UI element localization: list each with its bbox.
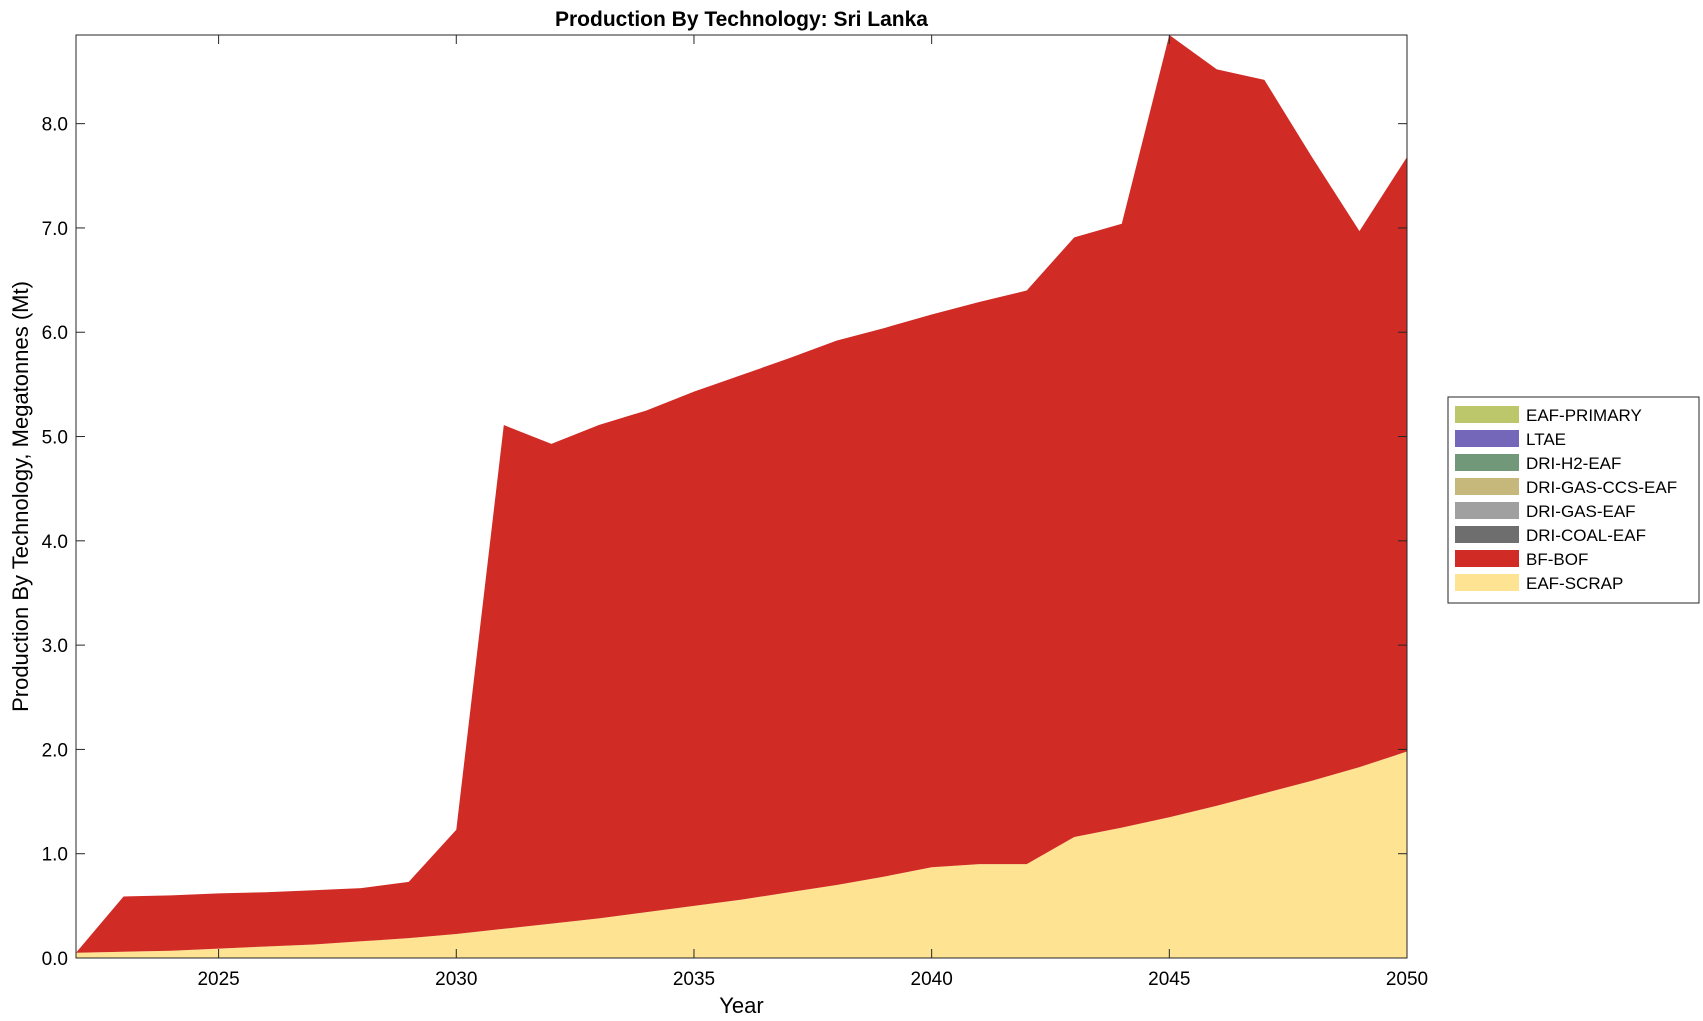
legend-label-dri-gas-eaf: DRI-GAS-EAF — [1526, 502, 1636, 521]
x-axis-label: Year — [719, 993, 763, 1018]
legend-swatch-eaf-primary — [1455, 406, 1519, 423]
legend-swatch-ltae — [1455, 430, 1519, 447]
y-tick-label: 3.0 — [42, 636, 68, 657]
y-tick-label: 5.0 — [42, 428, 68, 449]
legend-label-bf-bof: BF-BOF — [1526, 550, 1588, 569]
legend-label-dri-coal-eaf: DRI-COAL-EAF — [1526, 526, 1646, 545]
legend-box — [1447, 396, 1700, 604]
legend-swatch-eaf-scrap — [1455, 574, 1519, 591]
area-bf-bof — [76, 35, 1407, 953]
area-eaf-scrap — [76, 751, 1407, 958]
legend-swatch-dri-h2-eaf — [1455, 454, 1519, 471]
y-tick-label: 8.0 — [42, 115, 68, 136]
y-tick-label: 4.0 — [42, 532, 68, 553]
legend-label-eaf-scrap: EAF-SCRAP — [1526, 574, 1623, 593]
plot-frame — [75, 34, 1408, 959]
y-axis-label: Production By Technology, Megatonnes (Mt… — [8, 281, 33, 712]
y-tick-label: 1.0 — [42, 845, 68, 866]
legend-label-dri-h2-eaf: DRI-H2-EAF — [1526, 454, 1621, 473]
x-tick-label: 2045 — [1148, 969, 1190, 990]
legend-label-ltae: LTAE — [1526, 430, 1566, 449]
axis-ticks: 2025 2030 2035 2040 2045 2050 0.0 1.0 2.0 3.0 4.0 5… — [42, 35, 1428, 990]
area-series-group — [76, 35, 1407, 958]
x-tick-label: 2040 — [911, 969, 953, 990]
y-tick-label: 6.0 — [42, 323, 68, 344]
legend: EAF-PRIMARY LTAE DRI-H2-EAF DRI-GAS-CCS-EAF… — [1447, 396, 1700, 604]
legend-swatch-bf-bof — [1455, 550, 1519, 567]
x-tick-label: 2025 — [197, 969, 239, 990]
y-tick-label: 7.0 — [42, 219, 68, 240]
legend-swatch-dri-coal-eaf — [1455, 526, 1519, 543]
x-tick-label: 2035 — [673, 969, 715, 990]
legend-label-eaf-primary: EAF-PRIMARY — [1526, 406, 1642, 425]
chart-title: Production By Technology: Sri Lanka — [555, 8, 928, 31]
legend-label-dri-gas-ccs-eaf: DRI-GAS-CCS-EAF — [1526, 478, 1677, 497]
legend-swatch-dri-gas-eaf — [1455, 502, 1519, 519]
y-tick-label: 2.0 — [42, 740, 68, 761]
legend-swatch-dri-gas-ccs-eaf — [1455, 478, 1519, 495]
x-tick-label: 2030 — [435, 969, 477, 990]
y-tick-label: 0.0 — [42, 949, 68, 970]
x-tick-label: 2050 — [1386, 969, 1428, 990]
